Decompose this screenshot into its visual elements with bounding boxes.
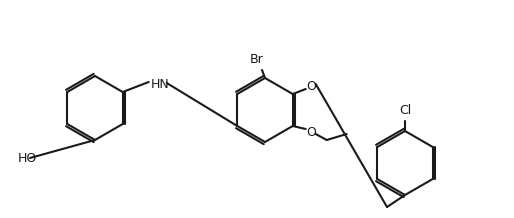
Text: Br: Br bbox=[250, 53, 264, 66]
Text: O: O bbox=[306, 80, 316, 92]
Text: Cl: Cl bbox=[399, 104, 411, 117]
Text: HO: HO bbox=[18, 152, 37, 165]
Text: O: O bbox=[306, 126, 316, 138]
Text: HN: HN bbox=[151, 78, 170, 90]
